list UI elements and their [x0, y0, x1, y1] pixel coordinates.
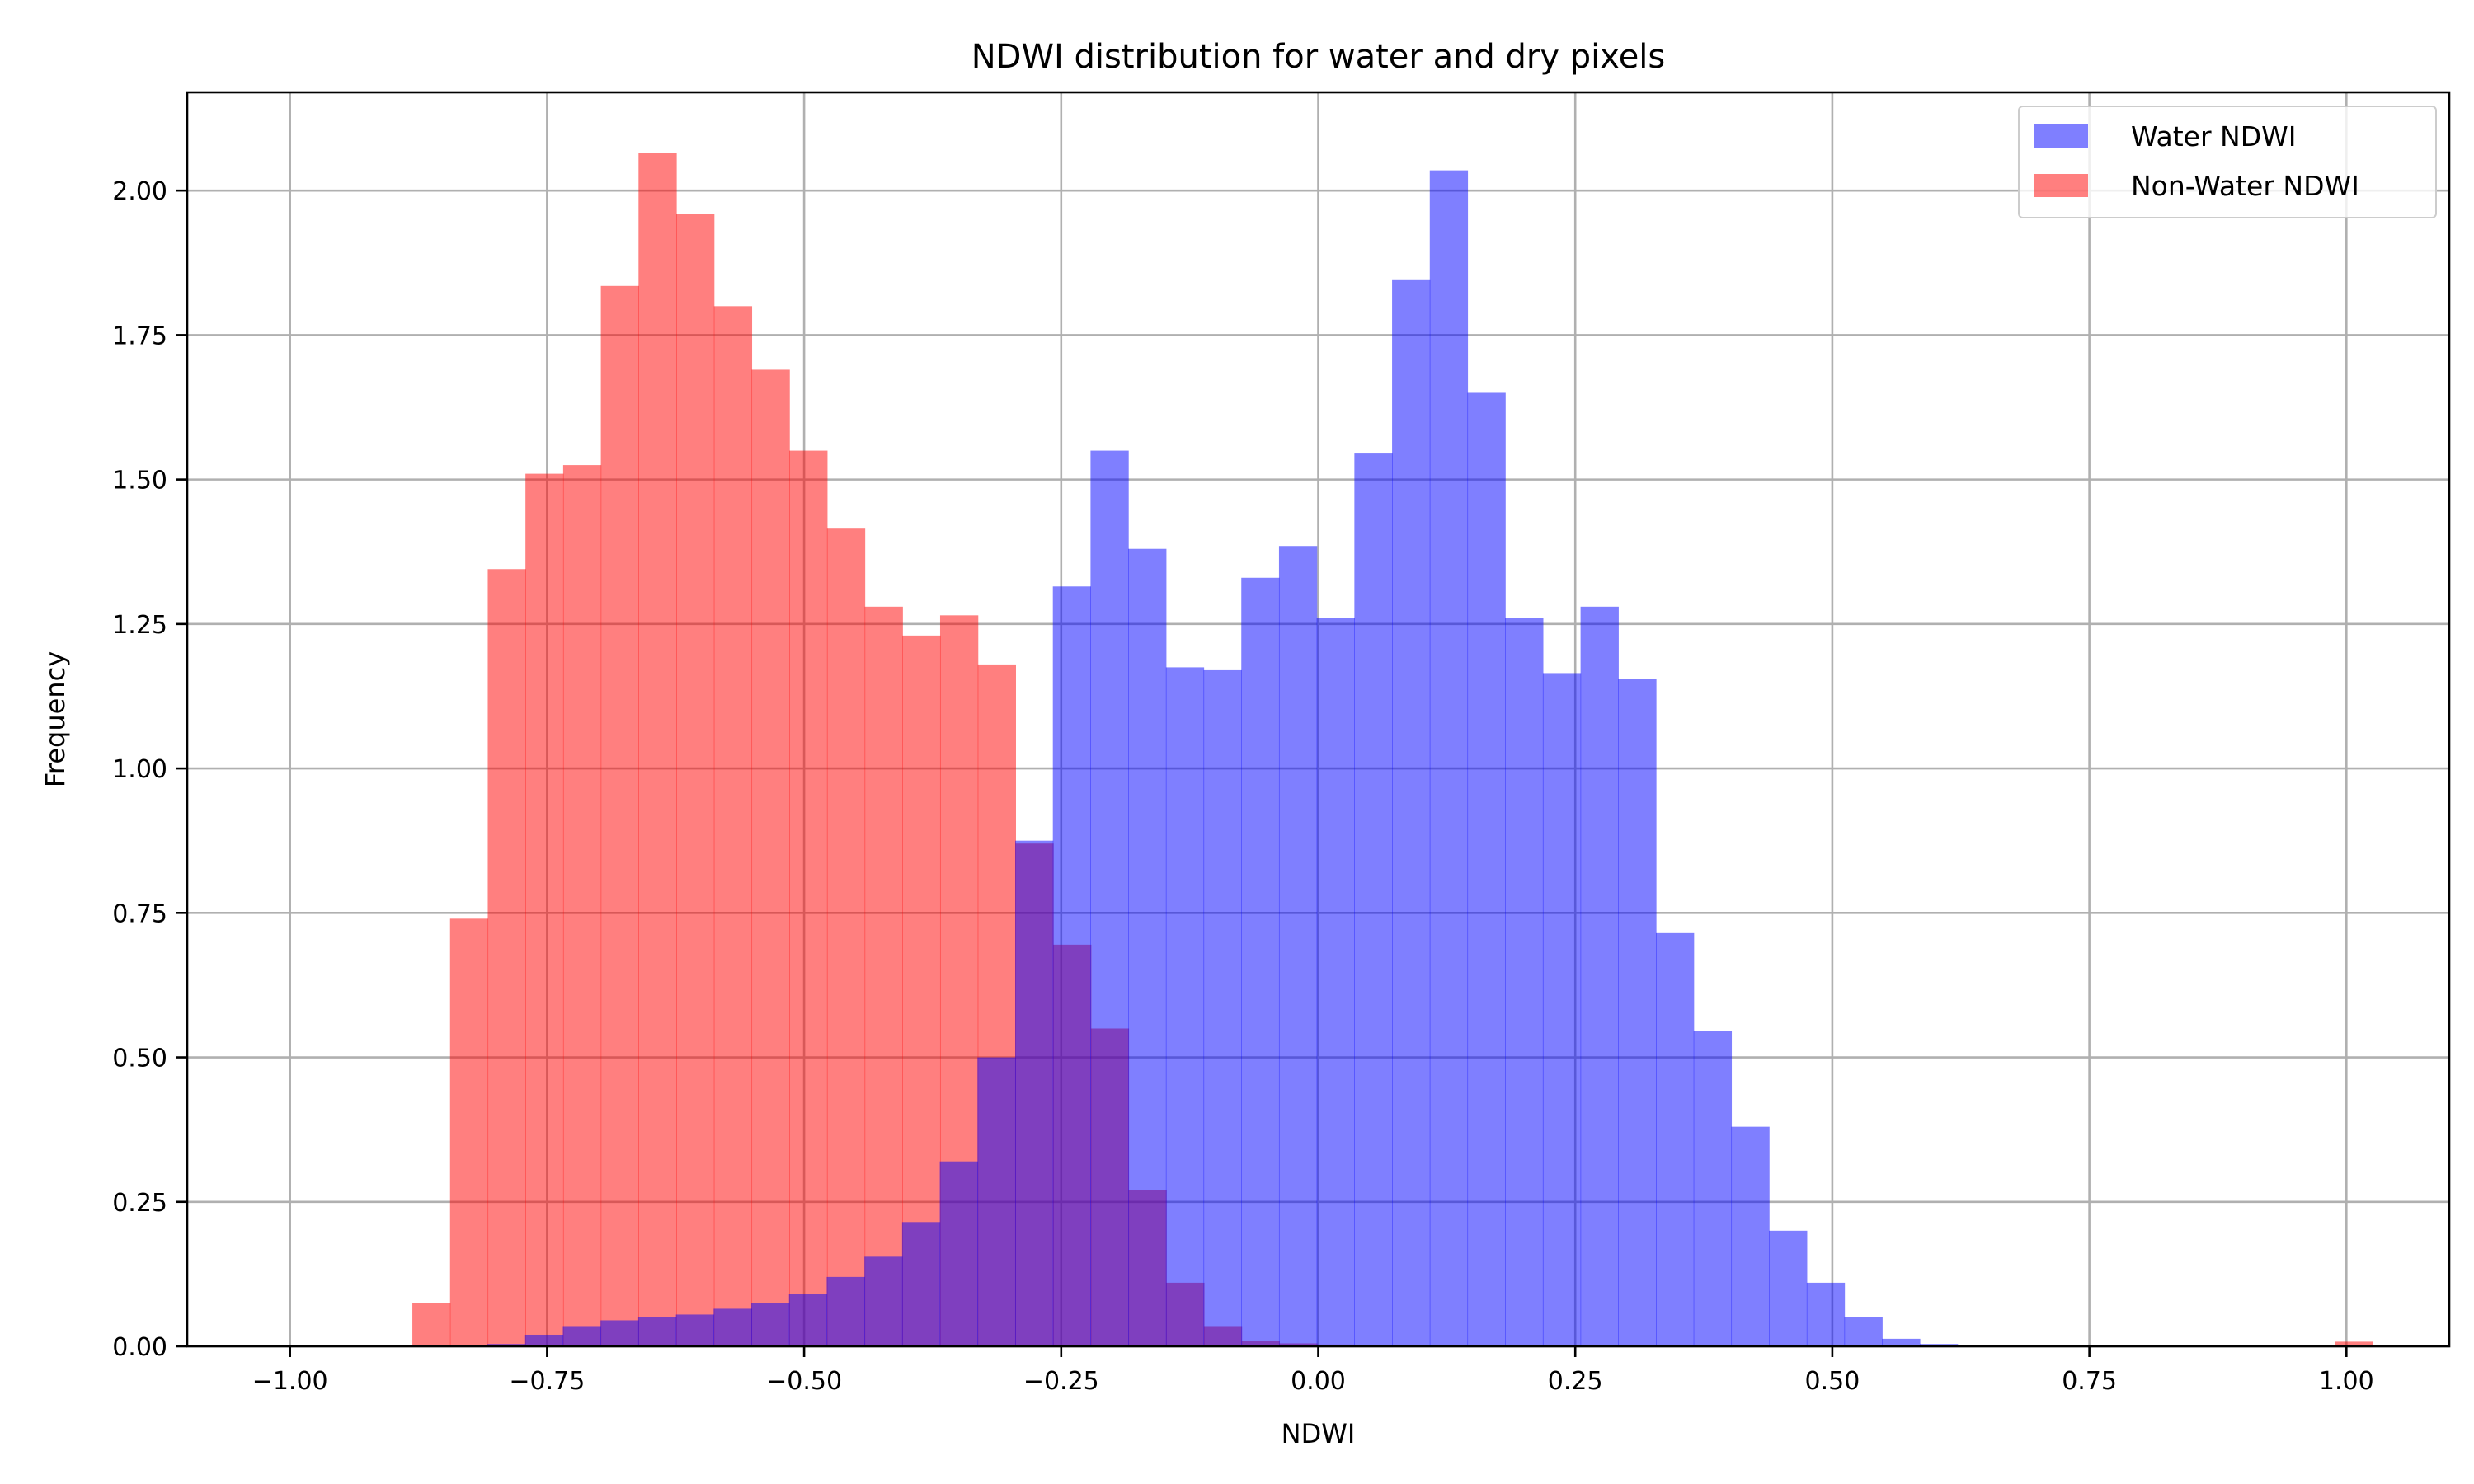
histogram-bar	[2335, 1341, 2373, 1346]
histogram-bar	[713, 306, 753, 1346]
histogram-bar	[864, 1256, 903, 1346]
histogram-bar	[751, 369, 790, 1346]
histogram-bar	[826, 1276, 865, 1346]
y-tick-label: 0.75	[112, 899, 167, 928]
histogram-bar	[525, 473, 564, 1346]
histogram-bar	[789, 450, 828, 1346]
histogram-bar	[1693, 1031, 1733, 1346]
legend-swatch-water	[2034, 124, 2088, 148]
histogram-bar	[1806, 1282, 1846, 1346]
x-tick-label: 1.00	[2319, 1367, 2374, 1396]
x-tick-label: 0.00	[1291, 1367, 1346, 1396]
histogram-bar	[1429, 170, 1469, 1347]
y-tick-label: 0.50	[112, 1045, 167, 1073]
x-tick-label: 0.75	[2062, 1367, 2117, 1396]
histogram-bar	[676, 214, 715, 1346]
x-axis-title: NDWI	[1282, 1418, 1356, 1449]
histogram-bar	[1052, 586, 1092, 1346]
histogram-bars	[412, 153, 2373, 1347]
histogram-bar	[1882, 1338, 1921, 1346]
histogram-bar	[562, 1326, 601, 1346]
histogram-bar	[1241, 577, 1280, 1346]
histogram-bar	[1128, 548, 1167, 1346]
y-tick-label: 1.00	[112, 755, 167, 784]
legend: Water NDWI Non-Water NDWI	[2018, 106, 2437, 218]
y-tick-label: 2.00	[112, 177, 167, 206]
histogram-bar	[1467, 392, 1506, 1346]
histogram-bar	[1656, 932, 1695, 1346]
histogram-bar	[977, 1057, 1016, 1346]
histogram-bar	[449, 918, 489, 1346]
legend-swatch-non-water	[2034, 174, 2088, 197]
y-tick-label: 1.75	[112, 322, 167, 350]
histogram-bar	[1731, 1126, 1770, 1346]
histogram-bar	[713, 1308, 752, 1346]
histogram-bar	[1919, 1344, 1959, 1346]
x-tick-label: 0.25	[1548, 1367, 1603, 1396]
histogram-bar	[1769, 1230, 1808, 1346]
x-tick-label: −0.75	[509, 1367, 585, 1396]
histogram-bar	[751, 1303, 790, 1346]
histogram-bar	[1580, 606, 1619, 1346]
x-tick-label: −0.25	[1023, 1367, 1099, 1396]
histogram-bar	[1505, 618, 1544, 1346]
histogram-bar	[1014, 840, 1054, 1346]
histogram-bar	[826, 528, 866, 1346]
histogram-bar	[600, 1320, 639, 1346]
y-tick-label: 1.50	[112, 467, 167, 495]
series-water-ndwi	[487, 170, 1959, 1347]
histogram-bar	[562, 465, 602, 1346]
histogram-bar	[901, 1222, 941, 1346]
histogram-bar	[1618, 679, 1657, 1346]
histogram-bar	[1165, 667, 1205, 1346]
histogram-bar	[637, 1317, 677, 1346]
histogram-bar	[1278, 546, 1318, 1346]
histogram-bar	[600, 285, 639, 1347]
y-axis-title: Frequency	[40, 651, 71, 787]
legend-label-water: Water NDWI	[2131, 120, 2297, 153]
y-tick-label: 0.00	[112, 1333, 167, 1362]
y-axis: 0.00 0.25 0.50 0.75 1.00 1.25 1.50 1.75 2.00	[112, 177, 187, 1362]
y-tick-label: 0.25	[112, 1189, 167, 1218]
histogram-bar	[1844, 1317, 1883, 1346]
histogram-bar	[1316, 618, 1355, 1346]
x-tick-label: 0.50	[1805, 1367, 1860, 1396]
legend-label-non-water: Non-Water NDWI	[2131, 170, 2359, 202]
histogram-bar	[638, 153, 677, 1346]
legend-box	[2018, 106, 2437, 218]
histogram-bar	[524, 1334, 564, 1346]
histogram-bar	[412, 1303, 451, 1346]
histogram-bar	[939, 1161, 978, 1346]
histogram-bar	[487, 569, 526, 1346]
histogram-bar	[1542, 673, 1582, 1346]
histogram-bar	[864, 606, 903, 1346]
histogram-bar	[1354, 453, 1393, 1346]
histogram-bar	[1090, 450, 1129, 1346]
histogram-bar	[1203, 669, 1242, 1346]
x-axis: −1.00 −0.75 −0.50 −0.25 0.00 0.25 0.50 0.75 1.00	[252, 1346, 2374, 1396]
chart-title: NDWI distribution for water and dry pixe…	[971, 38, 1666, 76]
x-tick-label: −0.50	[766, 1367, 842, 1396]
histogram-bar	[788, 1294, 828, 1346]
histogram-bar	[675, 1314, 714, 1346]
x-tick-label: −1.00	[252, 1367, 328, 1396]
y-tick-label: 1.25	[112, 611, 167, 640]
histogram-bar	[487, 1344, 526, 1346]
histogram-bar	[1392, 279, 1431, 1346]
